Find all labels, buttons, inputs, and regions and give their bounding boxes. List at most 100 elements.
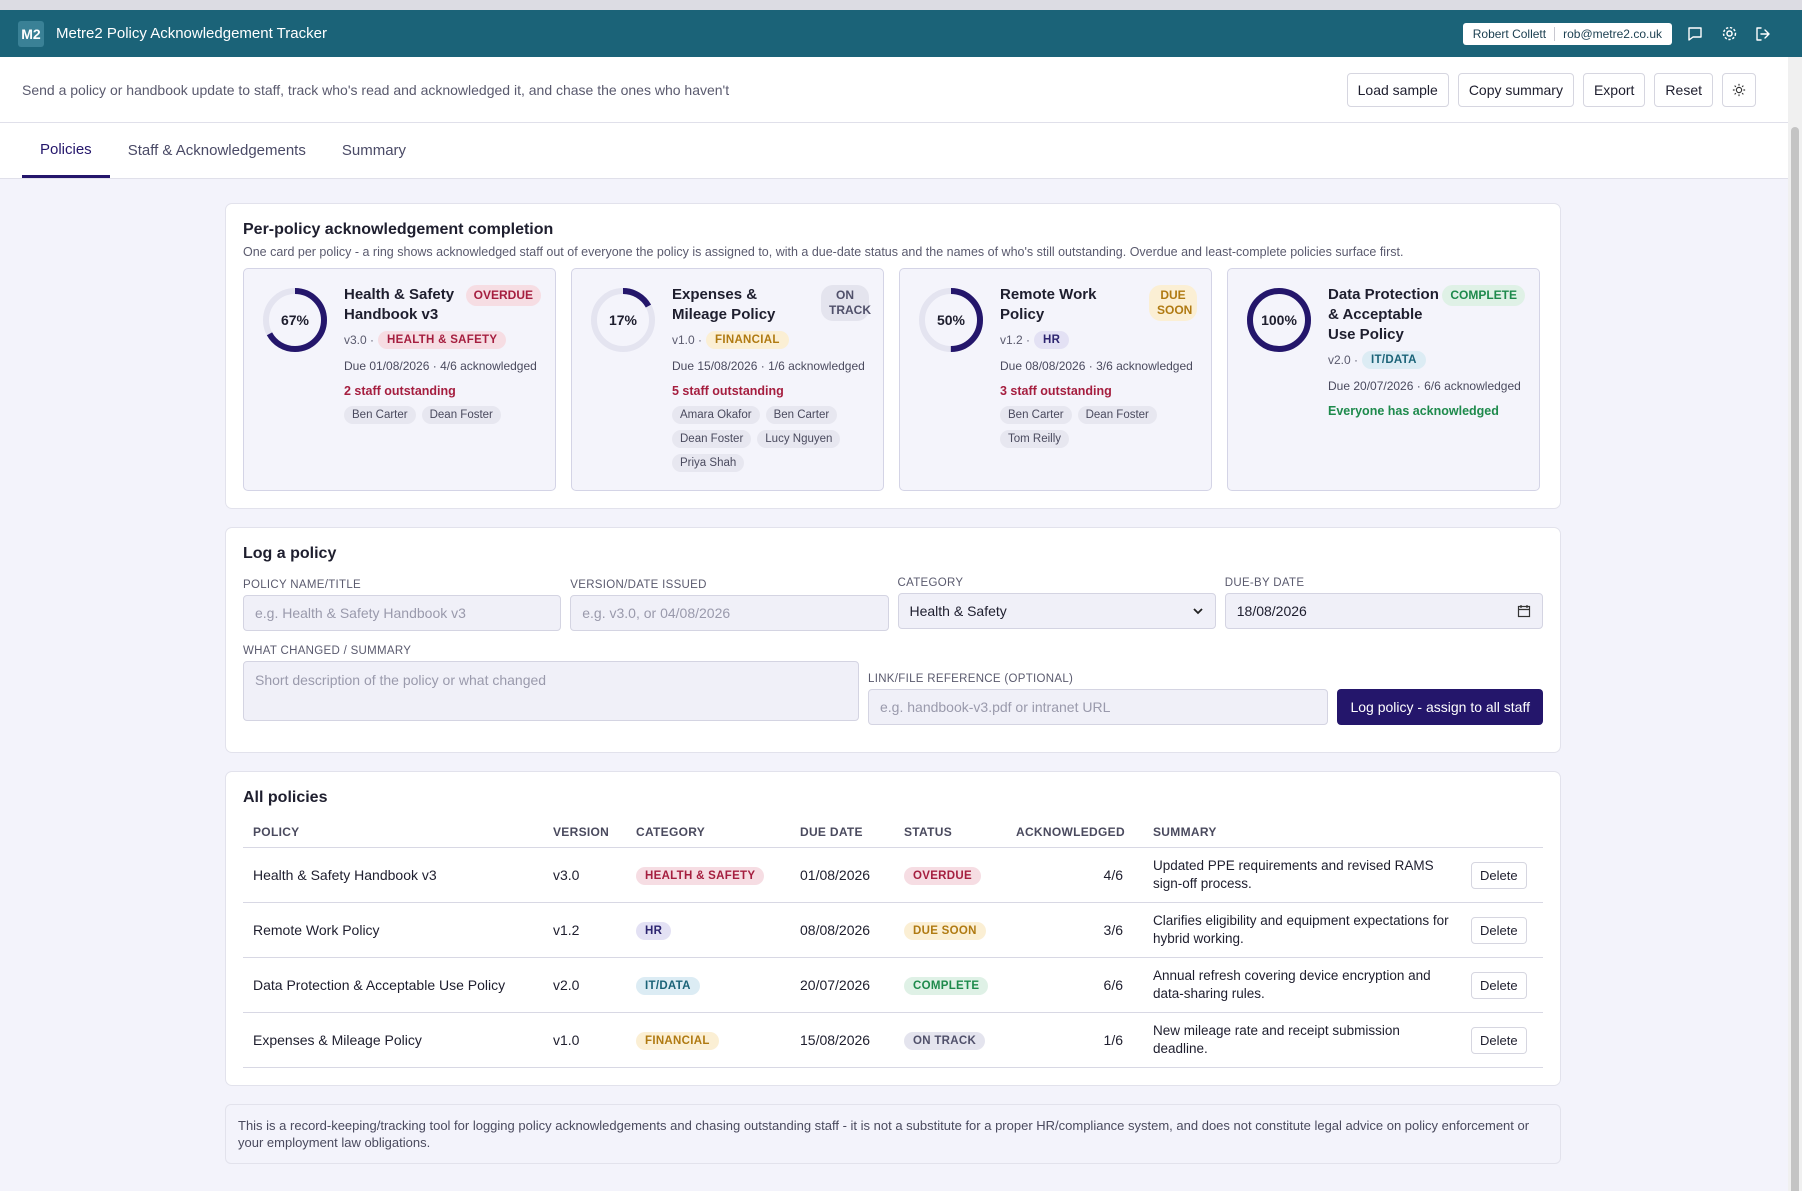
- row-due-date: 20/07/2026: [790, 957, 894, 1013]
- status-badge: ON TRACK: [904, 1031, 986, 1050]
- row-acknowledged: 1/6: [1006, 1012, 1143, 1068]
- outstanding-count: 5 staff outstanding: [672, 384, 784, 398]
- row-status-cell: DUE SOON: [894, 902, 1006, 958]
- policy-status-badge: ON TRACK: [821, 285, 871, 321]
- col-version: VERSION: [543, 817, 626, 848]
- col-policy: POLICY: [243, 817, 543, 848]
- log-policy-button[interactable]: Log policy - assign to all staff: [1337, 689, 1543, 725]
- gear-icon[interactable]: [1718, 23, 1740, 45]
- policy-version: v1.2 ·: [1000, 333, 1031, 347]
- version-input[interactable]: e.g. v3.0, or 04/08/2026: [570, 595, 889, 631]
- completion-ring: [919, 288, 983, 352]
- col-summary: SUMMARY: [1143, 817, 1461, 848]
- version-label: VERSION/DATE ISSUED: [570, 579, 707, 591]
- row-actions: Delete: [1461, 957, 1543, 1013]
- row-summary: New mileage rate and receipt submission …: [1143, 1012, 1461, 1068]
- delete-button[interactable]: Delete: [1471, 916, 1527, 944]
- logout-icon[interactable]: [1752, 23, 1774, 45]
- due-date-input[interactable]: 18/08/2026: [1224, 593, 1543, 629]
- category-badge: FINANCIAL: [636, 1031, 719, 1050]
- all-policies-panel: All policies POLICY VERSION CATEGORY DUE…: [225, 771, 1561, 1086]
- load-sample-button[interactable]: Load sample: [1346, 72, 1449, 107]
- user-chip[interactable]: Robert Collett rob@metre2.co.uk: [1462, 22, 1672, 45]
- row-category-cell: IT/DATA: [626, 957, 790, 1013]
- category-select[interactable]: Health & Safety: [897, 593, 1216, 629]
- summary-textarea[interactable]: Short description of the policy or what …: [243, 661, 859, 721]
- reset-button[interactable]: Reset: [1654, 72, 1713, 107]
- scrollbar-thumb[interactable]: [1791, 127, 1799, 1191]
- policy-due-summary: Due 15/08/2026 · 1/6 acknowledged: [672, 359, 865, 373]
- completion-ring: [1247, 288, 1311, 352]
- category-select-value: Health & Safety: [909, 603, 1007, 619]
- copy-summary-button[interactable]: Copy summary: [1457, 72, 1574, 107]
- summary-label: WHAT CHANGED / SUMMARY: [243, 645, 412, 657]
- completion-title: Per-policy acknowledgement completion: [243, 221, 554, 238]
- theme-toggle-button[interactable]: [1722, 72, 1756, 107]
- policy-card: 100% Data Protection & Acceptable Use Po…: [1227, 268, 1540, 491]
- status-badge: OVERDUE: [904, 866, 981, 885]
- delete-button[interactable]: Delete: [1471, 861, 1527, 889]
- disclaimer: This is a record-keeping/tracking tool f…: [225, 1104, 1561, 1164]
- outstanding-count: 3 staff outstanding: [1000, 384, 1112, 398]
- row-category-cell: HR: [626, 902, 790, 958]
- policy-card: 67% Health & Safety Handbook v3 OVERDUE …: [243, 268, 556, 491]
- category-badge: IT/DATA: [636, 976, 700, 995]
- category-badge: IT/DATA: [1362, 351, 1426, 369]
- col-category: CATEGORY: [626, 817, 790, 848]
- row-policy: Data Protection & Acceptable Use Policy: [243, 957, 543, 1013]
- table-row: Remote Work Policy v1.2 HR 08/08/2026 DU…: [243, 902, 1543, 958]
- toolbar: Send a policy or handbook update to staf…: [0, 57, 1802, 123]
- staff-chip: Lucy Nguyen: [757, 430, 841, 448]
- export-button[interactable]: Export: [1582, 72, 1646, 107]
- completion-panel: Per-policy acknowledgement completion On…: [225, 203, 1561, 509]
- category-badge: HEALTH & SAFETY: [636, 866, 765, 885]
- category-badge: FINANCIAL: [706, 331, 789, 349]
- row-actions: Delete: [1461, 1012, 1543, 1068]
- completion-percent: 100%: [1261, 312, 1297, 328]
- delete-button[interactable]: Delete: [1471, 971, 1527, 999]
- row-status-cell: OVERDUE: [894, 847, 1006, 903]
- policy-status-badge: DUE SOON: [1149, 285, 1197, 321]
- all-policies-title: All policies: [243, 789, 328, 806]
- calendar-icon[interactable]: [1517, 604, 1531, 618]
- log-policy-form: Log a policy POLICY NAME/TITLE e.g. Heal…: [225, 527, 1561, 753]
- completion-description: One card per policy - a ring shows ackno…: [243, 245, 1404, 259]
- completion-percent: 67%: [280, 312, 310, 328]
- row-acknowledged: 4/6: [1006, 847, 1143, 903]
- policy-version: v1.0 ·: [672, 333, 703, 347]
- policy-card-title: Health & Safety Handbook v3: [344, 286, 455, 323]
- delete-button[interactable]: Delete: [1471, 1026, 1527, 1054]
- policy-version: v3.0 ·: [344, 333, 375, 347]
- due-date-label: DUE-BY DATE: [1224, 577, 1305, 589]
- row-summary: Clarifies eligibility and equipment expe…: [1143, 902, 1461, 958]
- outstanding-count: 2 staff outstanding: [344, 384, 456, 398]
- policy-name-input[interactable]: e.g. Health & Safety Handbook v3: [243, 595, 562, 631]
- policy-status-badge: COMPLETE: [1442, 285, 1525, 306]
- policy-due-summary: Due 08/08/2026 · 3/6 acknowledged: [1000, 359, 1193, 373]
- row-status-cell: ON TRACK: [894, 1012, 1006, 1068]
- chat-icon[interactable]: [1684, 23, 1706, 45]
- category-badge: HR: [1034, 331, 1070, 349]
- row-version: v3.0: [543, 847, 626, 903]
- page-scrollbar[interactable]: [1788, 57, 1802, 1191]
- table-header-row: POLICY VERSION CATEGORY DUE DATE STATUS …: [243, 817, 1543, 848]
- tab-summary[interactable]: Summary: [341, 142, 407, 159]
- sun-icon: [1732, 83, 1746, 96]
- staff-chip: Priya Shah: [672, 454, 745, 472]
- category-badge: HEALTH & SAFETY: [378, 331, 507, 349]
- app-title: Metre2 Policy Acknowledgement Tracker: [56, 25, 327, 42]
- log-policy-title: Log a policy: [243, 545, 337, 562]
- policy-due-summary: Due 20/07/2026 · 6/6 acknowledged: [1328, 379, 1521, 393]
- row-version: v1.2: [543, 902, 626, 958]
- completion-percent: 50%: [936, 312, 966, 328]
- table-row: Data Protection & Acceptable Use Policy …: [243, 957, 1543, 1013]
- status-badge: COMPLETE: [904, 976, 989, 995]
- link-input[interactable]: e.g. handbook-v3.pdf or intranet URL: [868, 689, 1329, 725]
- row-policy: Remote Work Policy: [243, 902, 543, 958]
- tab-policies[interactable]: Policies: [22, 123, 110, 178]
- col-actions: [1461, 817, 1543, 848]
- tab-staff-acknowledgements[interactable]: Staff & Acknowledgements: [127, 142, 306, 159]
- policy-card-title: Data Protection & Acceptable Use Policy: [1328, 286, 1439, 343]
- row-policy: Expenses & Mileage Policy: [243, 1012, 543, 1068]
- completion-ring: [591, 288, 655, 352]
